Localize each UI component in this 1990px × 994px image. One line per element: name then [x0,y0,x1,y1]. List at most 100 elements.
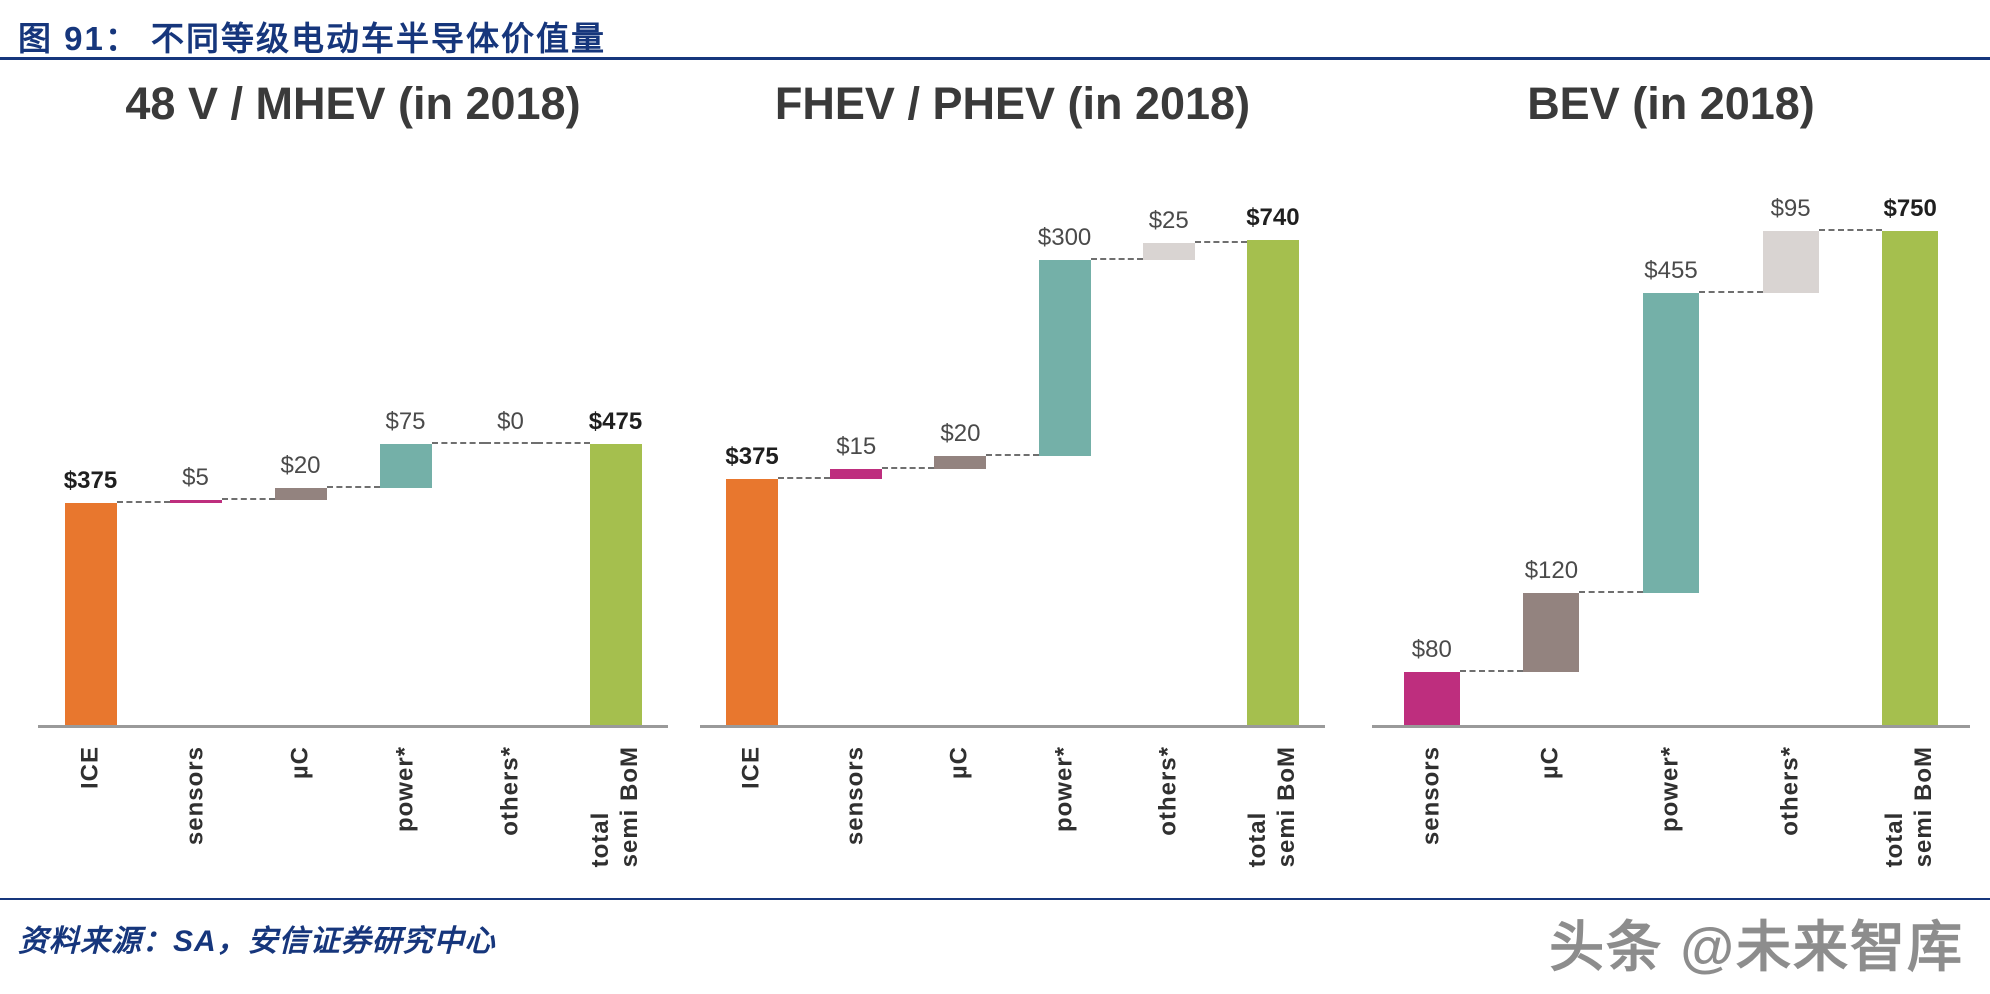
value-label: $20 [280,451,321,479]
category-axis-bev: sensors µC power* others* total semi BoM [1372,738,1970,898]
connector-line [1194,241,1247,244]
waterfall-bar-power* [379,443,432,488]
value-label: $740 [1246,204,1300,232]
chart-title-fhev-phev: FHEV / PHEV (in 2018) [774,78,1251,129]
waterfall-bar-power* [1643,293,1699,594]
category-label: total semi BoM [1881,746,1938,868]
category-label: total semi BoM [586,746,643,868]
waterfall-plot-48v-mhev: $375 $5 $20 $75 $0 $475 [38,168,668,728]
waterfall-bar-sensors [830,469,883,480]
value-label: $300 [1037,223,1092,251]
waterfall-bar-others* [1142,243,1195,260]
connector-line [882,467,935,470]
value-label: $15 [836,433,877,461]
waterfall-bar-ICE [726,479,779,725]
category-label-pos: total semi BoM [1881,746,1939,867]
waterfall-bar-sensors [1403,672,1460,725]
waterfall-bar-total [589,443,642,725]
connector-line [1459,670,1524,673]
value-label: $20 [940,420,981,448]
waterfall-plot-fhev-phev: $375 $15 $20 $300 $25 $740 [700,168,1325,728]
category-label: µC [286,746,314,780]
category-axis-fhev-phev: ICE sensors µC power* others* total semi BoM [700,738,1325,898]
connector-line [116,500,170,503]
category-label: sensors [181,746,209,846]
category-label-pos: others* [1776,746,1805,836]
category-label-pos: ICE [738,746,767,789]
category-label: ICE [76,746,104,790]
category-label: power* [1050,746,1078,833]
category-label-pos: power* [1050,746,1079,832]
connector-line [326,485,380,488]
value-label: $750 [1883,194,1937,222]
waterfall-bar-others* [1762,230,1819,294]
source-note: 资料来源：SA，安信证券研究中心 [18,925,496,958]
waterfall-bar-total [1882,230,1939,725]
watermark: 头条 @未来智库 [1549,916,1964,978]
category-label: power* [1656,746,1684,833]
connector-line [1699,291,1763,294]
waterfall-bar-µC [274,488,327,500]
connector-line [536,441,590,444]
category-label: others* [1776,746,1804,836]
value-label: $475 [588,407,643,435]
connector-line [431,441,485,444]
connector-line [778,477,831,480]
category-label-pos: sensors [842,746,871,845]
category-label-pos: µC [286,746,315,779]
category-label-pos: µC [946,746,975,779]
value-label: $80 [1411,636,1452,664]
category-label-pos: power* [1657,746,1686,832]
value-label: $375 [725,443,779,471]
connector-line [221,497,275,500]
zero-value-line [484,441,537,444]
category-label-pos: ICE [76,746,105,789]
value-label: $75 [385,407,426,435]
value-label: $25 [1148,207,1189,235]
category-label: sensors [1417,746,1445,846]
header-divider [0,57,1990,60]
category-label: power* [391,746,419,833]
waterfall-bar-total [1246,240,1299,725]
chart-panel-48v-mhev: 48 V / MHEV (in 2018) $375 $5 $20 $75 $0 $475… [38,78,668,898]
waterfall-bar-µC [934,456,987,470]
category-label: µC [1536,746,1564,780]
category-label-pos: power* [391,746,420,832]
category-label: others* [1154,746,1182,836]
category-label-pos: total semi BoM [1244,746,1302,867]
category-label: total semi BoM [1244,746,1300,868]
waterfall-bar-sensors [169,499,222,503]
category-label: µC [946,746,974,780]
category-axis-48v-mhev: ICE sensors µC power* others* total semi BoM [38,738,668,898]
waterfall-bar-ICE [64,502,117,725]
footer-divider [0,898,1990,900]
category-label: sensors [841,746,869,846]
chart-title-48v-mhev: 48 V / MHEV (in 2018) [125,78,581,129]
value-label: $5 [182,463,209,491]
figure-title: 图 91： 不同等级电动车半导体价值量 [18,20,607,57]
category-label: others* [496,746,524,836]
value-label: $375 [63,466,118,494]
value-label: $455 [1644,257,1698,285]
connector-line [986,454,1039,457]
category-label-pos: others* [1154,746,1183,836]
waterfall-bar-µC [1523,593,1580,673]
connector-line [1579,591,1643,594]
waterfall-plot-bev: $80 $120 $455 $95 $750 [1372,168,1970,728]
category-label-pos: sensors [1417,746,1446,845]
value-label: $0 [497,407,524,435]
value-label: $95 [1770,194,1811,222]
connector-line [1818,228,1883,231]
category-label-pos: µC [1537,746,1566,779]
chart-title-bev: BEV (in 2018) [1527,78,1815,129]
category-label-pos: sensors [181,746,210,845]
category-label: ICE [737,746,765,790]
category-label-pos: total semi BoM [587,746,645,867]
category-label-pos: others* [496,746,525,836]
value-label: $120 [1524,557,1579,585]
chart-panel-fhev-phev: FHEV / PHEV (in 2018) $375 $15 $20 $300 $25 $… [700,78,1325,898]
connector-line [1090,257,1143,260]
chart-panel-bev: BEV (in 2018) $80 $120 $455 $95 $750 sensors… [1372,78,1970,898]
waterfall-bar-power* [1038,259,1091,457]
